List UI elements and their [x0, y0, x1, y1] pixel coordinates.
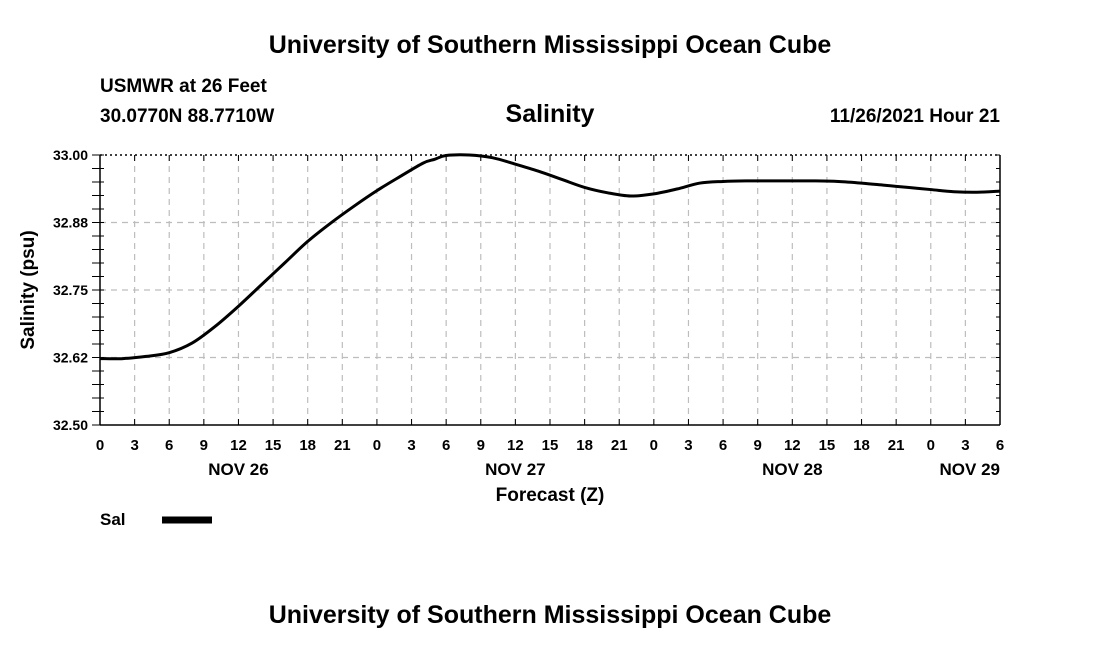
grid-lines	[100, 155, 1000, 425]
page-title: University of Southern Mississippi Ocean…	[268, 31, 832, 59]
x-tick-label: 18	[576, 437, 593, 454]
x-tick-label: 18	[853, 437, 870, 454]
y-tick-label: 32.88	[53, 215, 88, 231]
x-tick-label: 0	[373, 437, 381, 454]
axes	[92, 154, 1001, 426]
x-tick-label: 3	[407, 437, 415, 454]
date-label: NOV 29	[940, 460, 1000, 479]
x-tick-label: 3	[684, 437, 692, 454]
x-tick-label: 6	[165, 437, 173, 454]
x-tick-label: 21	[334, 437, 351, 454]
x-tick-label: 15	[819, 437, 836, 454]
x-tick-label: 0	[927, 437, 935, 454]
x-tick-label: 21	[611, 437, 628, 454]
x-tick-label: 6	[719, 437, 727, 454]
x-tick-label: 9	[754, 437, 762, 454]
date-label: NOV 26	[208, 460, 268, 479]
date-label: NOV 27	[485, 460, 545, 479]
legend: Sal	[100, 510, 212, 529]
x-tick-label: 18	[299, 437, 316, 454]
y-axis-label: Salinity (psu)	[18, 230, 39, 349]
x-tick-label: 0	[96, 437, 104, 454]
x-tick-label: 6	[442, 437, 450, 454]
x-tick-label: 21	[888, 437, 905, 454]
forecast-datetime: 11/26/2021 Hour 21	[829, 106, 1000, 127]
x-tick-label: 12	[784, 437, 801, 454]
station-label: USMWR at 26 Feet	[100, 76, 267, 97]
footer-title: University of Southern Mississippi Ocean…	[268, 601, 832, 629]
series	[99, 153, 1001, 361]
x-tick-label: 12	[507, 437, 524, 454]
x-tick-label: 9	[200, 437, 208, 454]
legend-label: Sal	[100, 510, 126, 529]
x-tick-label: 12	[230, 437, 247, 454]
x-axis-label: Forecast (Z)	[496, 485, 605, 506]
x-tick-label: 0	[650, 437, 658, 454]
y-tick-label: 32.75	[53, 282, 88, 298]
x-tick-label: 15	[542, 437, 559, 454]
salinity-chart: 0 3 6 9 12 15 18 21 0 3 6 9 12 15 18 21 0 3 6 9 12 15 18 21 0 3 6 3…	[18, 147, 1004, 529]
series-line-sal	[99, 153, 1001, 361]
x-tick-label: 3	[130, 437, 138, 454]
x-tick-label: 15	[265, 437, 282, 454]
x-tick-label: 9	[477, 437, 485, 454]
x-tick-label: 6	[996, 437, 1004, 454]
station-coordinates: 30.0770N 88.7710W	[100, 106, 275, 127]
y-tick-label: 32.62	[53, 350, 88, 366]
axis-labels: 0 3 6 9 12 15 18 21 0 3 6 9 12 15 18 21 0 3 6 9 12 15 18 21 0 3 6 3…	[18, 147, 1004, 506]
y-tick-label: 32.50	[53, 417, 88, 433]
y-tick-label: 33.00	[53, 147, 88, 163]
x-tick-label: 3	[961, 437, 969, 454]
date-label: NOV 28	[762, 460, 822, 479]
chart-title: Salinity	[505, 100, 595, 128]
